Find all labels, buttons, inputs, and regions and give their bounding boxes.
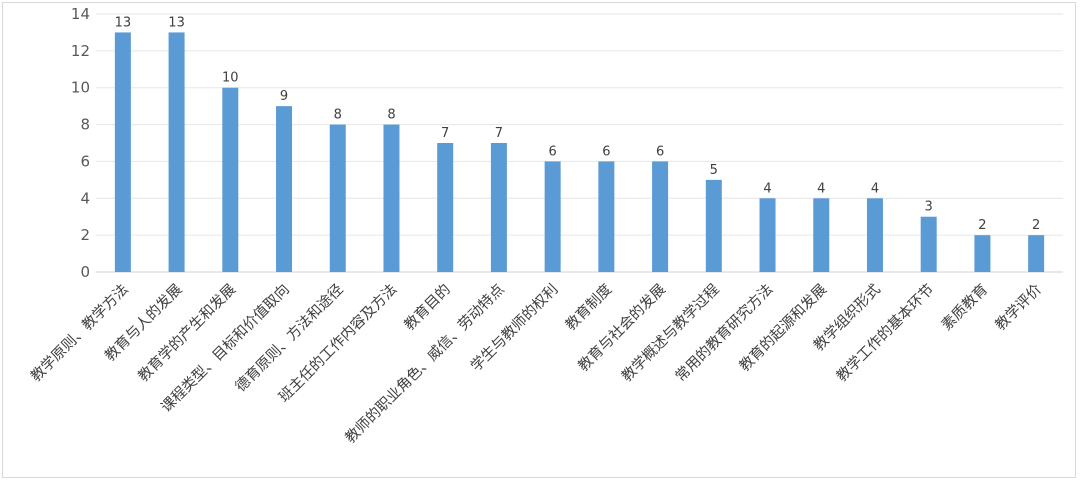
bar bbox=[114, 32, 131, 272]
bar bbox=[222, 87, 239, 272]
bar bbox=[759, 198, 776, 272]
category-label: 教学原则、教学方法 bbox=[27, 281, 131, 385]
gridlines bbox=[96, 13, 1063, 273]
data-label: 2 bbox=[978, 218, 986, 233]
bar bbox=[920, 216, 937, 272]
bars bbox=[114, 32, 1045, 273]
data-label: 2 bbox=[1032, 218, 1040, 233]
category-label: 教育学的产生和发展 bbox=[135, 281, 239, 385]
data-label: 4 bbox=[763, 181, 771, 196]
bar bbox=[383, 124, 400, 272]
bar bbox=[276, 106, 293, 273]
bar bbox=[598, 161, 615, 272]
category-label: 教学概述与教学过程 bbox=[618, 281, 722, 385]
category-label: 学生与教师的权利 bbox=[467, 281, 561, 375]
category-label: 教育制度 bbox=[562, 281, 615, 334]
bar bbox=[490, 143, 507, 272]
category-label: 德育原则、方法和途径 bbox=[232, 281, 347, 396]
data-label: 8 bbox=[334, 108, 342, 123]
bar bbox=[652, 161, 669, 272]
data-label: 13 bbox=[168, 15, 185, 30]
data-label: 9 bbox=[280, 89, 288, 104]
data-label: 5 bbox=[710, 163, 718, 178]
data-label: 3 bbox=[925, 200, 933, 215]
y-tick-label: 8 bbox=[80, 116, 90, 134]
bar bbox=[544, 161, 561, 272]
data-label: 8 bbox=[387, 108, 395, 123]
y-axis-ticks: 0 2 4 6 8 10 12 14 bbox=[71, 5, 90, 281]
category-label: 教育与社会的发展 bbox=[575, 281, 669, 375]
bar bbox=[974, 235, 991, 272]
data-label: 6 bbox=[602, 144, 610, 159]
bar bbox=[329, 124, 346, 272]
data-label: 10 bbox=[222, 71, 239, 86]
data-labels: 13 13 10 9 8 8 7 7 6 6 6 5 4 4 4 3 2 2 bbox=[115, 15, 1041, 233]
y-tick-label: 12 bbox=[71, 42, 90, 60]
data-label: 4 bbox=[817, 181, 825, 196]
category-label: 教育目的 bbox=[401, 281, 454, 334]
data-label: 13 bbox=[115, 15, 132, 30]
category-label: 教育的起源和发展 bbox=[736, 281, 830, 375]
bar bbox=[437, 143, 454, 272]
y-tick-label: 10 bbox=[71, 79, 90, 97]
y-tick-label: 6 bbox=[80, 152, 90, 170]
data-label: 6 bbox=[656, 144, 664, 159]
data-label: 7 bbox=[441, 126, 449, 141]
category-label: 教学工作的基本环节 bbox=[833, 281, 937, 385]
category-label: 常用的教育研究方法 bbox=[672, 281, 776, 385]
y-tick-label: 14 bbox=[71, 5, 90, 23]
bar bbox=[813, 198, 830, 272]
category-label: 素质教育 bbox=[938, 281, 991, 334]
data-label: 7 bbox=[495, 126, 503, 141]
bar bbox=[168, 32, 185, 272]
category-labels: 教学原则、教学方法教育与人的发展教育学的产生和发展课程类型、目标和价值取向德育原… bbox=[27, 280, 1045, 446]
bar bbox=[866, 198, 883, 272]
y-tick-label: 4 bbox=[80, 189, 90, 207]
y-tick-label: 0 bbox=[80, 263, 90, 281]
category-label: 教学评价 bbox=[992, 280, 1045, 333]
bar bbox=[705, 179, 722, 272]
bar bbox=[1028, 235, 1045, 272]
data-label: 4 bbox=[871, 181, 879, 196]
y-tick-label: 2 bbox=[80, 226, 90, 244]
data-label: 6 bbox=[548, 144, 556, 159]
